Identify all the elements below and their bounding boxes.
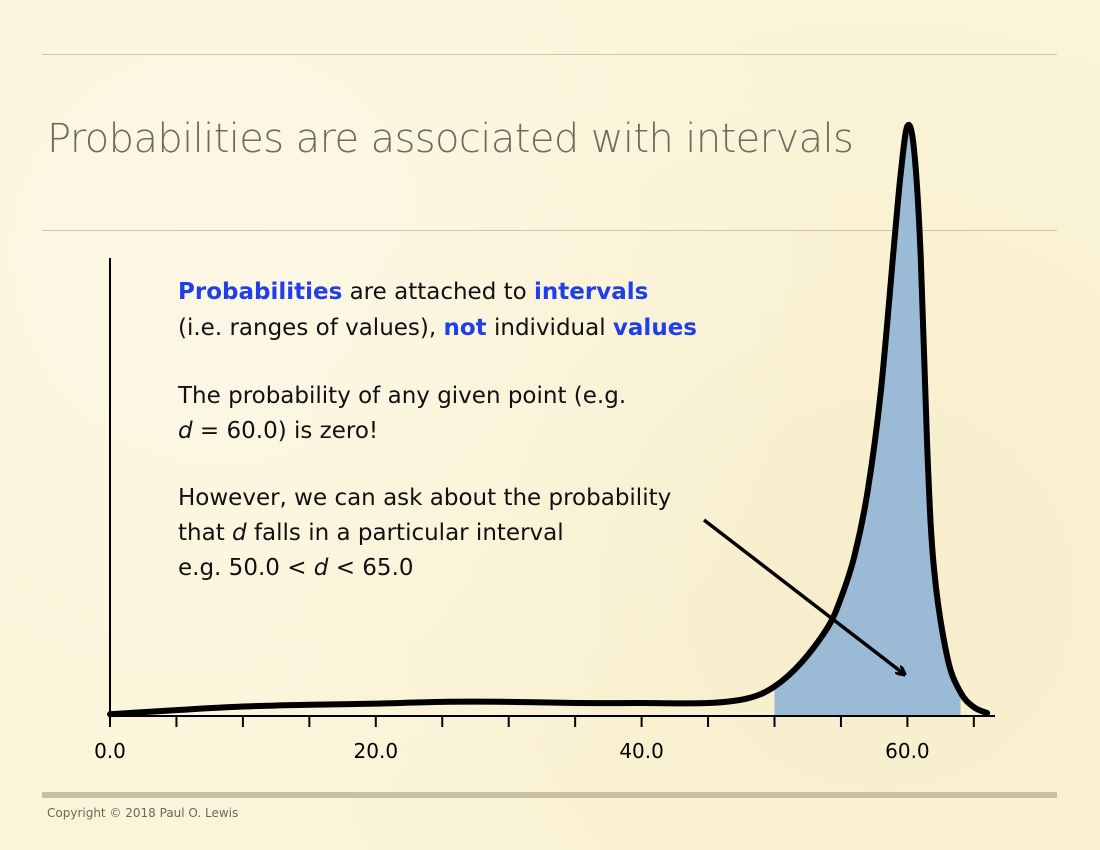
x-axis-ticks <box>109 716 975 727</box>
x-tick-label: 0.0 <box>94 739 126 763</box>
x-tick-label: 40.0 <box>619 739 664 763</box>
title-rule <box>42 230 1057 231</box>
annotation-arrow <box>702 518 904 674</box>
variable-d: d <box>313 555 329 581</box>
text-segment: are attached to <box>342 279 535 305</box>
term-values: values <box>612 315 697 341</box>
term-not: not <box>443 315 487 341</box>
density-curve <box>107 121 991 718</box>
shaded-interval-area <box>774 125 961 717</box>
paragraph-point-probability: The probability of any given point (e.g.… <box>178 379 626 449</box>
variable-d: d <box>178 418 193 444</box>
text-segment: falls in a particular interval <box>246 520 564 546</box>
text-segment: < 65.0 <box>328 555 414 581</box>
paragraph-intervals: Probabilities are attached to intervals … <box>178 274 697 346</box>
term-intervals: intervals <box>534 279 649 305</box>
top-rule <box>42 54 1057 55</box>
variable-d: d <box>232 520 247 546</box>
text-line: However, we can ask about the probabilit… <box>178 485 672 511</box>
copyright-text: Copyright © 2018 Paul O. Lewis <box>47 806 239 820</box>
text-segment: (i.e. ranges of values), <box>178 315 444 341</box>
x-axis-tick-labels: 0.0 20.0 40.0 60.0 <box>94 739 930 763</box>
text-segment: individual <box>486 315 613 341</box>
slide-title: Probabilities are associated with interv… <box>47 116 854 162</box>
text-line: The probability of any given point (e.g. <box>178 383 627 409</box>
text-segment: that <box>178 520 233 546</box>
paragraph-interval-question: However, we can ask about the probabilit… <box>178 481 671 586</box>
text-segment: e.g. 50.0 < <box>178 555 314 581</box>
text-segment: = 60.0) is zero! <box>192 418 379 444</box>
footer-rule <box>42 792 1057 798</box>
term-probabilities: Probabilities <box>178 279 343 305</box>
x-tick-label: 20.0 <box>354 739 399 763</box>
x-tick-label: 60.0 <box>885 739 930 763</box>
